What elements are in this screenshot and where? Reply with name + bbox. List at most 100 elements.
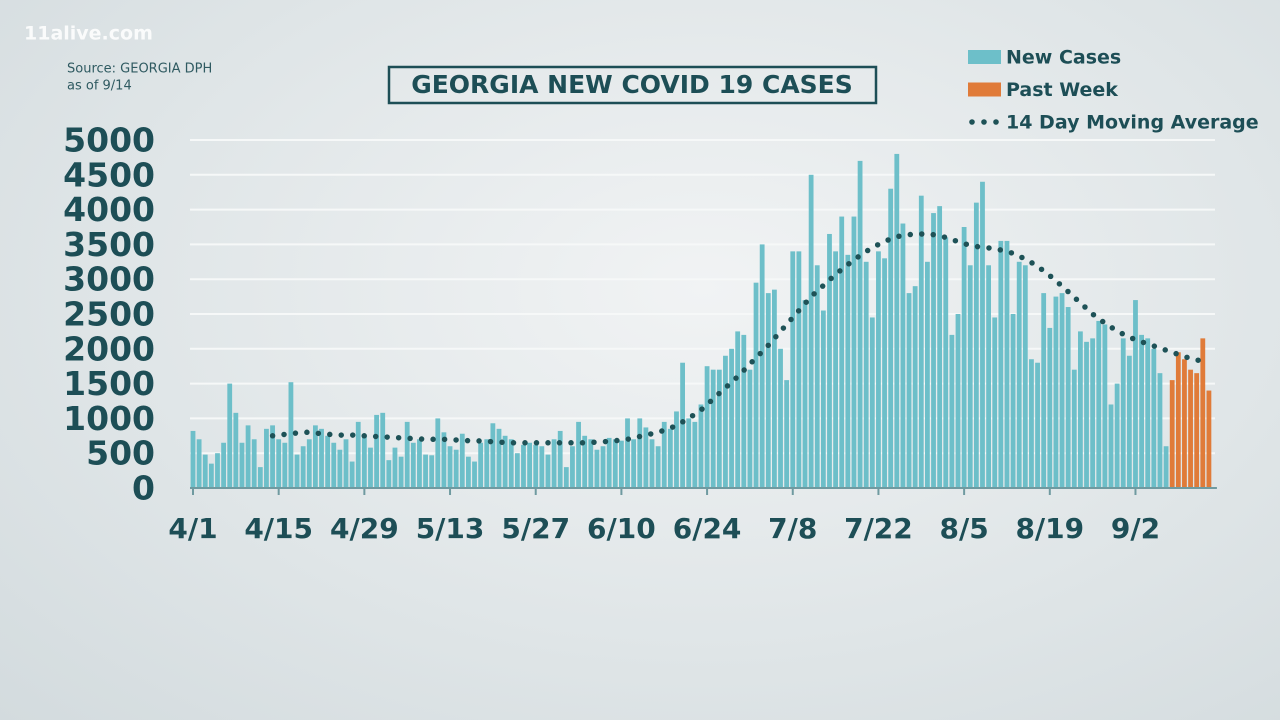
bar xyxy=(906,293,912,488)
bar xyxy=(667,428,673,488)
bar xyxy=(472,461,477,488)
bar xyxy=(264,428,269,488)
y-tick-label: 1000 xyxy=(63,399,155,438)
bar xyxy=(459,433,465,488)
x-tick-label: 8/5 xyxy=(940,512,989,545)
bar xyxy=(1041,293,1047,488)
x-tick-label: 5/27 xyxy=(501,512,570,545)
bar xyxy=(1114,383,1120,488)
bar xyxy=(833,251,838,488)
as-of: as of 9/14 xyxy=(67,79,132,94)
bar xyxy=(723,355,728,488)
bar xyxy=(576,421,581,488)
bar xyxy=(466,456,471,488)
bar xyxy=(765,293,771,488)
bar xyxy=(839,216,845,488)
bar xyxy=(796,251,802,488)
bar xyxy=(270,425,275,488)
bar xyxy=(539,446,545,488)
bar xyxy=(729,348,734,488)
bar xyxy=(686,418,692,488)
y-tick-label: 3000 xyxy=(63,260,155,299)
bar xyxy=(1163,446,1169,488)
y-tick-label: 0 xyxy=(132,469,155,508)
bar xyxy=(325,435,331,488)
bar xyxy=(955,314,961,488)
bar xyxy=(202,454,208,488)
bar xyxy=(863,261,869,488)
bar xyxy=(992,317,998,488)
bar xyxy=(1022,265,1028,488)
bar xyxy=(986,265,991,488)
bar xyxy=(600,446,606,488)
bar xyxy=(514,453,520,488)
bar xyxy=(588,439,594,488)
bar xyxy=(1206,390,1212,488)
x-tick-label: 4/29 xyxy=(330,512,399,545)
bar xyxy=(1029,359,1034,488)
bar xyxy=(233,412,239,488)
bar xyxy=(649,439,655,488)
bar xyxy=(227,383,233,488)
bar xyxy=(221,442,226,488)
bar xyxy=(900,223,906,488)
chart-title: GEORGIA NEW COVID 19 CASES xyxy=(411,70,853,99)
y-tick-label: 2000 xyxy=(63,329,155,368)
bar xyxy=(1102,324,1108,488)
bar xyxy=(300,446,306,488)
bar xyxy=(625,418,630,488)
bar xyxy=(294,454,300,488)
bar xyxy=(820,310,826,488)
legend-swatch xyxy=(969,119,975,125)
legend-label: New Cases xyxy=(1006,47,1121,69)
bar xyxy=(239,442,245,488)
x-tick-label: 5/13 xyxy=(416,512,485,545)
bar xyxy=(441,432,447,488)
x-tick-label: 7/8 xyxy=(768,512,817,545)
bar xyxy=(619,440,624,488)
bar xyxy=(386,460,392,488)
bar xyxy=(894,153,900,489)
bar xyxy=(912,286,918,488)
bar xyxy=(784,380,790,488)
bar xyxy=(563,467,569,488)
bar xyxy=(814,265,820,488)
y-tick-label: 500 xyxy=(86,434,155,473)
bar xyxy=(570,446,575,488)
bar xyxy=(392,447,398,488)
bar xyxy=(967,265,973,488)
bar xyxy=(1059,293,1065,488)
bar xyxy=(435,418,441,488)
bar xyxy=(288,382,294,488)
bar xyxy=(374,414,379,488)
bar xyxy=(429,455,435,488)
bar xyxy=(313,425,318,488)
bar xyxy=(1133,300,1138,488)
bar xyxy=(704,366,710,488)
bar xyxy=(215,453,220,488)
bar xyxy=(937,206,943,488)
bar xyxy=(208,463,214,488)
bar xyxy=(1053,296,1059,488)
bar xyxy=(423,454,428,488)
bar xyxy=(502,435,508,488)
bar xyxy=(772,289,777,488)
bar xyxy=(778,348,783,488)
bar xyxy=(1151,348,1157,488)
bar xyxy=(1188,369,1193,488)
bar xyxy=(925,261,930,488)
bar xyxy=(417,439,422,488)
bar xyxy=(190,430,196,488)
bar xyxy=(1139,334,1144,488)
bar xyxy=(1047,327,1053,488)
x-tick-label: 6/24 xyxy=(673,512,742,545)
bar xyxy=(643,427,649,488)
bar xyxy=(1145,338,1151,488)
legend-swatch xyxy=(968,50,1001,64)
bar xyxy=(710,369,716,488)
bar xyxy=(1157,373,1163,488)
bar xyxy=(1065,307,1071,488)
y-tick-label: 5000 xyxy=(63,121,155,160)
watermark: 11alive.com xyxy=(24,23,153,45)
